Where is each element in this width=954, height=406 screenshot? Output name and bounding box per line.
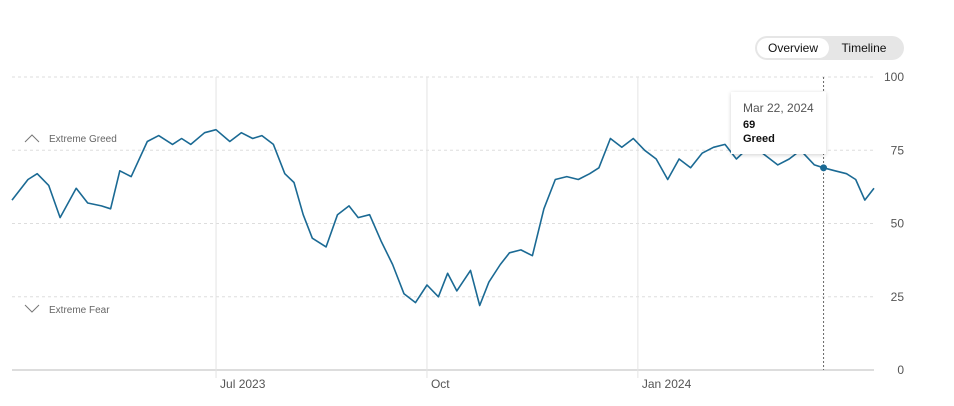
tooltip-date: Mar 22, 2024 bbox=[743, 101, 814, 115]
y-tick-label: 100 bbox=[884, 70, 904, 84]
extreme-greed-text: Extreme Greed bbox=[49, 134, 117, 145]
chevron-down-icon bbox=[24, 304, 40, 313]
overview-tab[interactable]: Overview bbox=[757, 38, 829, 58]
hover-point bbox=[820, 164, 828, 172]
view-toggle[interactable]: Overview Timeline bbox=[755, 36, 904, 60]
tooltip-rating: Greed bbox=[743, 133, 775, 145]
extreme-fear-label: Extreme Fear bbox=[24, 304, 110, 316]
tooltip-value: 69 bbox=[743, 119, 756, 131]
timeline-tab[interactable]: Timeline bbox=[841, 41, 887, 55]
x-tick-label: Jan 2024 bbox=[642, 377, 692, 391]
series-line bbox=[11, 128, 875, 307]
y-tick-label: 25 bbox=[891, 290, 905, 304]
chevron-up-icon bbox=[24, 134, 40, 143]
axis-labels: 0 25 50 75 100 Jul 2023 Oct Jan 2024 bbox=[220, 70, 904, 391]
x-tick-label: Oct bbox=[431, 377, 450, 391]
zone-labels: Extreme Greed Extreme Fear bbox=[24, 134, 117, 316]
x-tick-label: Jul 2023 bbox=[220, 377, 266, 391]
grid-layer bbox=[12, 76, 874, 378]
extreme-fear-text: Extreme Fear bbox=[49, 305, 110, 316]
extreme-greed-label: Extreme Greed bbox=[24, 134, 117, 145]
hover-tooltip: Mar 22, 2024 69 Greed bbox=[731, 92, 826, 154]
y-tick-label: 75 bbox=[891, 143, 905, 157]
y-tick-label: 50 bbox=[891, 217, 905, 231]
y-tick-label: 0 bbox=[897, 363, 904, 377]
